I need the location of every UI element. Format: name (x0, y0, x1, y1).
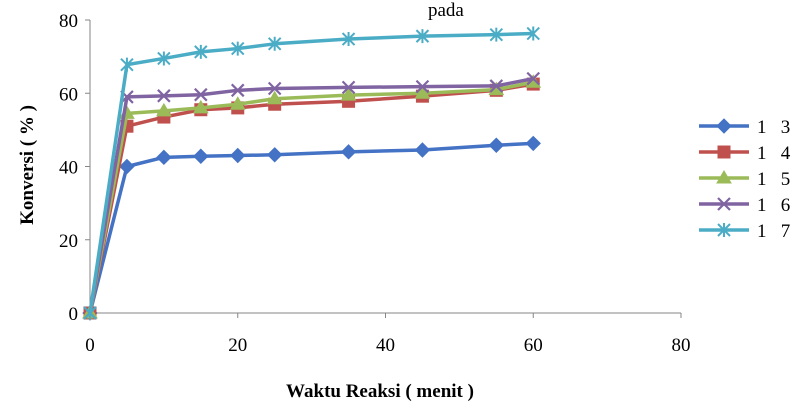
y-tick-label: 0 (69, 304, 79, 325)
data-point-diamond (230, 147, 246, 164)
data-point-star (267, 36, 282, 51)
data-point-triangle (340, 87, 357, 101)
x-tick-label: 60 (524, 335, 543, 356)
series-3 (82, 74, 542, 319)
data-point-triangle (414, 85, 431, 99)
legend-item: 1 5 (699, 169, 790, 190)
x-tick-label: 80 (672, 335, 691, 356)
data-point-diamond (716, 118, 732, 134)
series-line (88, 80, 534, 314)
data-point-diamond (193, 148, 209, 164)
series-line (88, 31, 534, 314)
legend-label: 1 5 (757, 169, 790, 190)
legend-item: 1 7 (699, 221, 790, 242)
data-point-diamond (488, 137, 505, 153)
data-point-star (717, 223, 731, 237)
data-point-star (194, 44, 208, 59)
legend-item: 1 3 (699, 117, 790, 138)
series-line (88, 76, 534, 314)
data-point-star (83, 306, 97, 320)
data-point-star (415, 29, 430, 44)
series-5 (83, 26, 540, 320)
y-axis-title: Konversi ( % ) (17, 105, 38, 225)
series-4 (83, 71, 541, 320)
legend: 1 3 1 4 1 5 1 6 1 7 (699, 117, 791, 242)
x-tick-label: 0 (85, 335, 95, 356)
data-point-star (157, 51, 171, 66)
series-2 (83, 77, 540, 320)
x-tick-label: 40 (376, 335, 395, 356)
data-point-x (230, 83, 245, 98)
data-point-triangle (266, 90, 283, 105)
data-point-diamond (156, 149, 172, 166)
data-point-x (194, 87, 208, 102)
data-point-diamond (525, 135, 541, 152)
data-point-x (717, 197, 731, 211)
data-point-diamond (414, 142, 431, 158)
legend-label: 1 7 (757, 221, 790, 242)
x-tick-label: 20 (228, 335, 247, 356)
data-point-x (267, 81, 282, 96)
data-point-triangle (192, 99, 209, 114)
legend-label: 1 6 (757, 195, 790, 216)
chart-title-fragment: pada (428, 0, 464, 21)
data-point-x (341, 80, 356, 95)
data-point-x (415, 79, 430, 94)
data-point-triangle (716, 170, 732, 184)
data-point-x (157, 89, 171, 103)
data-point-star (341, 32, 356, 47)
series-1 (82, 135, 541, 321)
data-point-star (231, 41, 245, 56)
y-tick-label: 60 (59, 84, 78, 105)
data-point-star (120, 57, 134, 72)
data-point-x (526, 71, 541, 86)
legend-label: 1 4 (757, 143, 791, 164)
data-point-triangle (229, 96, 246, 110)
y-tick-label: 20 (59, 231, 78, 252)
x-axis-title: Waktu Reaksi ( menit ) (286, 381, 474, 402)
y-tick-label: 80 (59, 11, 78, 32)
data-point-star (526, 26, 540, 41)
y-tick-label: 40 (59, 158, 78, 179)
legend-item: 1 6 (699, 195, 790, 216)
series-line (88, 141, 534, 314)
legend-item: 1 4 (699, 143, 791, 164)
data-point-diamond (340, 144, 357, 160)
data-point-diamond (266, 147, 283, 163)
series-line (88, 82, 534, 314)
data-point-x (489, 79, 504, 93)
data-point-diamond (119, 158, 135, 175)
data-point-triangle (156, 102, 172, 117)
data-point-square (717, 145, 731, 159)
data-point-star (489, 27, 504, 42)
legend-label: 1 3 (757, 117, 790, 138)
